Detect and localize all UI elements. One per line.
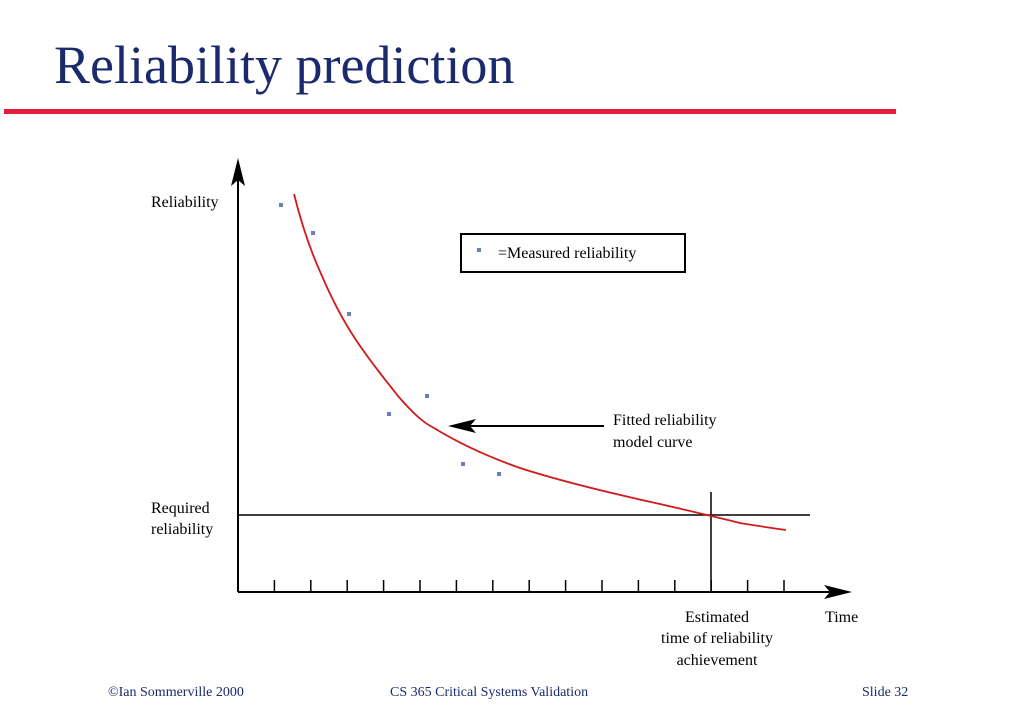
legend-text: =Measured reliability <box>498 245 636 262</box>
estimate-label-line2: time of reliability <box>661 630 773 647</box>
legend-box <box>460 233 686 273</box>
measured-points <box>279 203 501 476</box>
curve-pointer-arrowhead-icon <box>448 419 476 433</box>
curve-label-line2: model curve <box>613 434 693 451</box>
measured-point <box>497 472 501 476</box>
measured-point <box>311 231 315 235</box>
legend-point-icon <box>477 248 481 252</box>
estimate-label-line3: achievement <box>677 652 758 669</box>
footer-copyright: ©Ian Sommerville 2000 <box>108 685 244 700</box>
y-axis-label: Reliability <box>151 194 219 211</box>
title-divider <box>4 109 896 114</box>
slide-title: Reliability prediction <box>54 35 515 95</box>
footer-course: CS 365 Critical Systems Validation <box>390 685 589 700</box>
y-axis-arrow-icon <box>231 158 245 186</box>
x-axis-label: Time <box>825 609 858 626</box>
footer-slide-number: Slide 32 <box>862 685 909 700</box>
x-axis-ticks <box>237 580 785 592</box>
required-label-line1: Required <box>151 500 210 517</box>
required-label-line2: reliability <box>151 521 213 538</box>
measured-point <box>461 462 465 466</box>
measured-point <box>425 394 429 398</box>
measured-point <box>387 412 391 416</box>
measured-point <box>279 203 283 207</box>
measured-point <box>347 312 351 316</box>
fitted-reliability-curve <box>293 193 787 531</box>
estimate-label-line1: Estimated <box>685 609 749 626</box>
x-axis-arrow-icon <box>824 585 852 599</box>
curve-label-line1: Fitted reliability <box>613 412 717 429</box>
